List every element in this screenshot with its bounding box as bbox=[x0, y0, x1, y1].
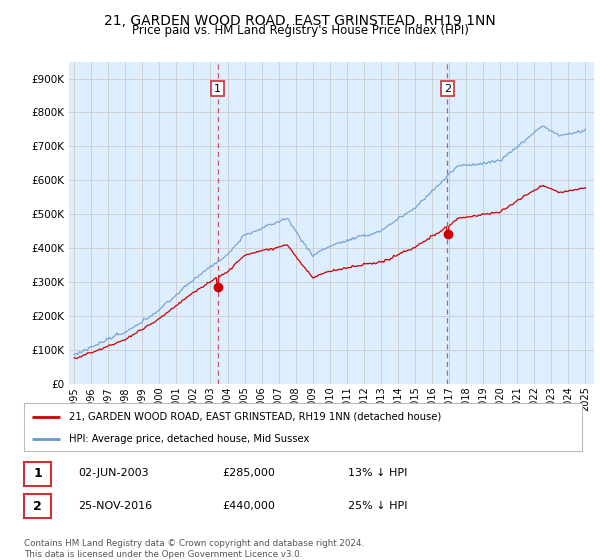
Text: Contains HM Land Registry data © Crown copyright and database right 2024.
This d: Contains HM Land Registry data © Crown c… bbox=[24, 539, 364, 559]
Text: 1: 1 bbox=[33, 467, 42, 480]
Text: 02-JUN-2003: 02-JUN-2003 bbox=[78, 468, 149, 478]
Text: 21, GARDEN WOOD ROAD, EAST GRINSTEAD, RH19 1NN: 21, GARDEN WOOD ROAD, EAST GRINSTEAD, RH… bbox=[104, 14, 496, 28]
Text: HPI: Average price, detached house, Mid Sussex: HPI: Average price, detached house, Mid … bbox=[68, 434, 309, 444]
Text: 2: 2 bbox=[33, 500, 42, 513]
Text: 2: 2 bbox=[444, 83, 451, 94]
Text: £285,000: £285,000 bbox=[222, 468, 275, 478]
Text: £440,000: £440,000 bbox=[222, 501, 275, 511]
Text: Price paid vs. HM Land Registry's House Price Index (HPI): Price paid vs. HM Land Registry's House … bbox=[131, 24, 469, 37]
Text: 13% ↓ HPI: 13% ↓ HPI bbox=[348, 468, 407, 478]
Text: 25-NOV-2016: 25-NOV-2016 bbox=[78, 501, 152, 511]
Text: 21, GARDEN WOOD ROAD, EAST GRINSTEAD, RH19 1NN (detached house): 21, GARDEN WOOD ROAD, EAST GRINSTEAD, RH… bbox=[68, 412, 441, 422]
Text: 25% ↓ HPI: 25% ↓ HPI bbox=[348, 501, 407, 511]
Text: 1: 1 bbox=[214, 83, 221, 94]
